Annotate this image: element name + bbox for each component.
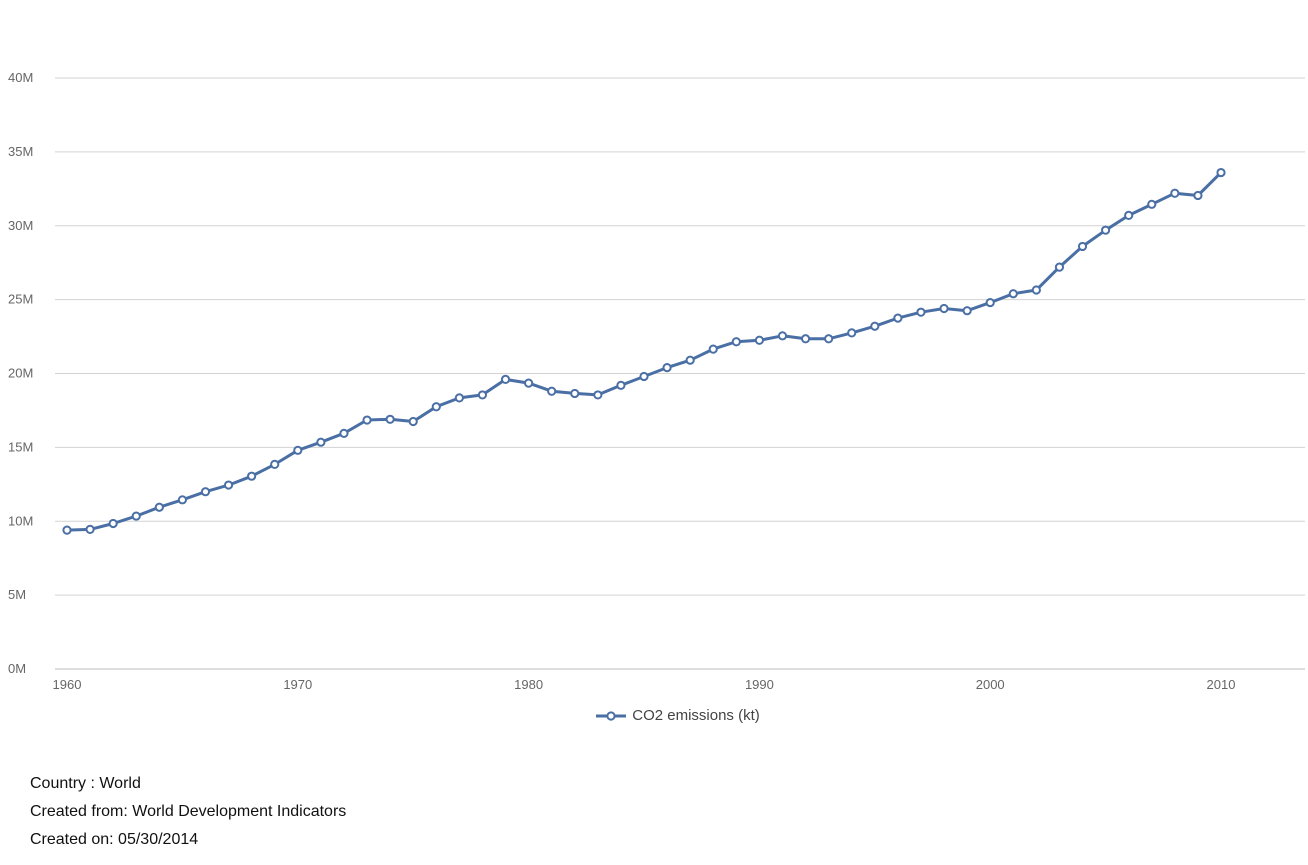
series-co2-emissions (62, 167, 1226, 535)
y-tick-label: 20M (8, 366, 33, 381)
legend-line-marker-icon (596, 710, 627, 721)
y-tick-label: 15M (8, 439, 33, 454)
data-point[interactable] (1054, 262, 1065, 272)
footer-created-on: Created on: 05/30/2014 (30, 831, 199, 848)
x-tick-label: 2000 (976, 677, 1005, 692)
data-point[interactable] (1077, 241, 1088, 252)
y-tick-label: 25M (8, 292, 33, 307)
data-point[interactable] (893, 313, 903, 323)
data-point[interactable] (1147, 199, 1157, 209)
x-tick-label: 1970 (283, 677, 312, 692)
data-point[interactable] (731, 337, 741, 347)
legend-item-co2-emissions[interactable]: CO2 emissions (kt) (596, 707, 760, 724)
data-point[interactable] (477, 390, 488, 400)
data-point[interactable] (1170, 188, 1180, 198)
data-point[interactable] (62, 525, 72, 535)
y-tick-label: 10M (8, 513, 33, 528)
data-point[interactable] (593, 390, 603, 400)
data-point[interactable] (500, 374, 511, 385)
y-tick-label: 35M (8, 144, 33, 159)
data-point[interactable] (223, 480, 234, 490)
data-point[interactable] (1031, 285, 1041, 295)
gridlines (55, 77, 1305, 670)
data-point[interactable] (847, 328, 857, 338)
data-point[interactable] (639, 371, 649, 382)
data-point[interactable] (362, 415, 372, 425)
data-point[interactable] (154, 502, 164, 512)
footer-source: Created from: World Development Indicato… (30, 803, 347, 820)
data-point[interactable] (247, 471, 257, 481)
data-point[interactable] (685, 355, 695, 365)
data-point[interactable] (108, 518, 118, 529)
data-point[interactable] (662, 362, 672, 373)
x-tick-label: 1990 (745, 677, 774, 692)
data-point[interactable] (316, 437, 326, 447)
data-point[interactable] (131, 511, 141, 521)
data-point[interactable] (1193, 190, 1203, 201)
legend: CO2 emissions (kt) (0, 707, 1308, 726)
data-point[interactable] (524, 378, 534, 388)
data-point[interactable] (1008, 289, 1018, 299)
data-point[interactable] (939, 303, 949, 314)
data-point[interactable] (777, 331, 788, 341)
legend-label: CO2 emissions (kt) (632, 707, 760, 724)
data-point[interactable] (200, 487, 211, 497)
data-point[interactable] (708, 344, 718, 354)
data-point[interactable] (385, 414, 395, 424)
data-point[interactable] (270, 459, 280, 469)
y-tick-label: 30M (8, 218, 33, 233)
data-point[interactable] (1124, 210, 1134, 221)
chart-footer: Country : World Created from: World Deve… (30, 770, 346, 854)
data-point[interactable] (962, 306, 972, 316)
data-point[interactable] (408, 416, 418, 427)
x-axis-tick-labels: 1960 1970 1980 1990 2000 2010 (53, 677, 1236, 692)
data-point[interactable] (824, 334, 834, 344)
data-point[interactable] (177, 495, 187, 505)
data-point[interactable] (547, 386, 557, 396)
y-tick-label: 0M (8, 661, 26, 676)
x-tick-label: 1980 (514, 677, 543, 692)
x-tick-label: 1960 (53, 677, 82, 692)
data-point[interactable] (1101, 225, 1111, 235)
data-point[interactable] (916, 307, 926, 317)
data-point[interactable] (570, 388, 580, 399)
y-axis-tick-labels: 0M 5M 10M 15M 20M 25M 30M 35M 40M (8, 70, 33, 676)
data-point[interactable] (985, 297, 995, 308)
data-point[interactable] (454, 393, 464, 403)
y-tick-label: 40M (8, 70, 33, 85)
data-point[interactable] (616, 380, 626, 390)
footer-country: Country : World (30, 775, 141, 792)
x-tick-label: 2010 (1207, 677, 1236, 692)
data-point[interactable] (85, 524, 95, 534)
data-point[interactable] (293, 445, 303, 455)
data-point[interactable] (754, 335, 765, 345)
data-point[interactable] (339, 428, 349, 438)
data-point[interactable] (870, 321, 880, 331)
data-point[interactable] (431, 402, 441, 412)
data-point[interactable] (1216, 167, 1226, 178)
data-point[interactable] (800, 334, 811, 344)
y-tick-label: 5M (8, 587, 26, 602)
